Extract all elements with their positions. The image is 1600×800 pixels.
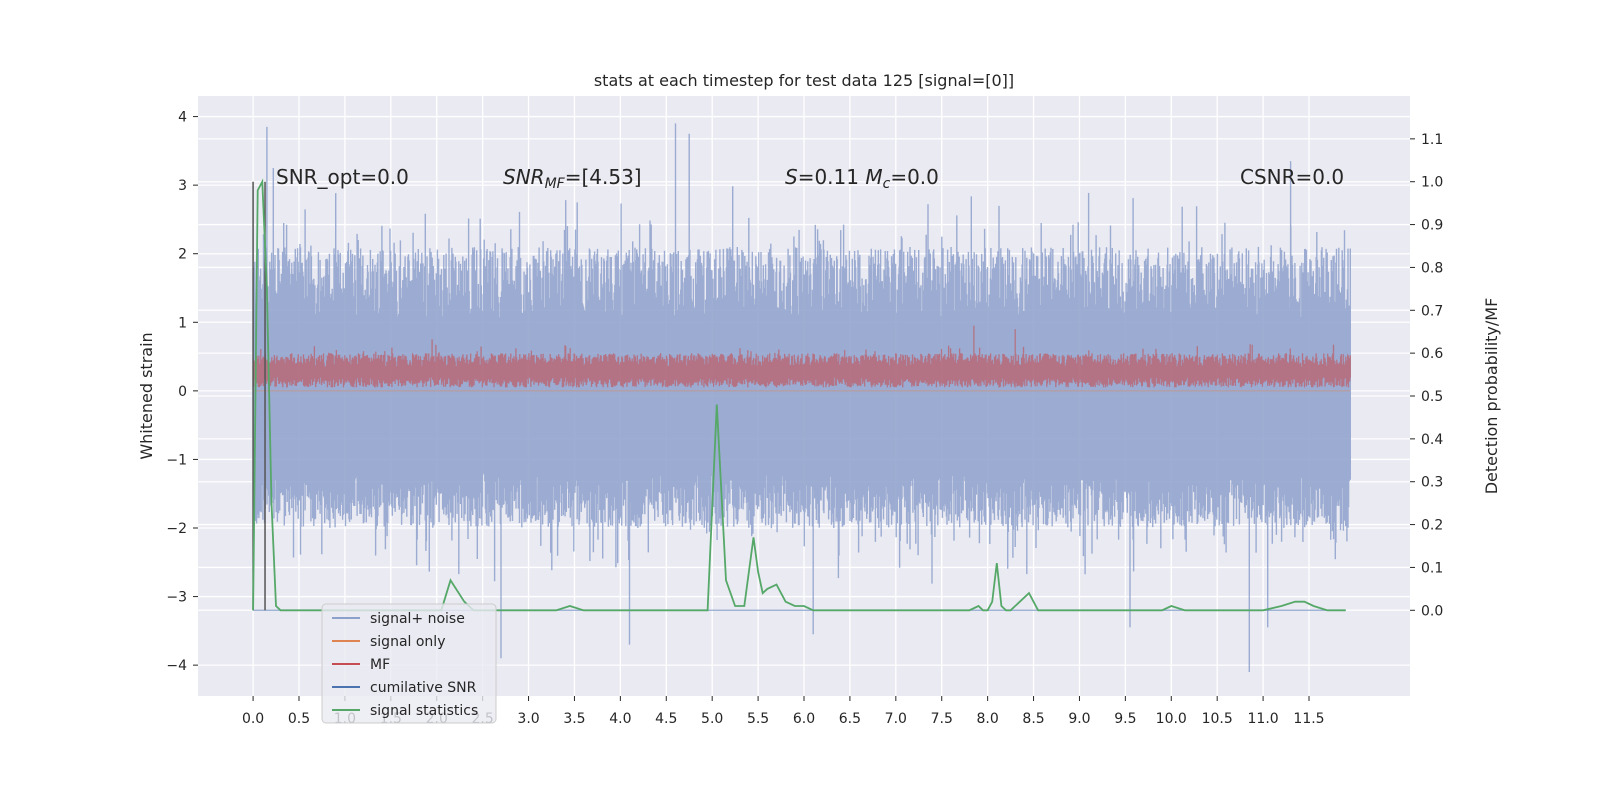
y-right-tick-label: 0.7	[1421, 303, 1443, 319]
annotation-segment: CSNR=0.0	[1240, 165, 1344, 189]
y-right-tick-label: 0.8	[1421, 260, 1443, 276]
y-left-tick-label: −3	[166, 590, 187, 606]
x-tick-label: 6.5	[839, 711, 861, 727]
y-left-tick-label: 1	[178, 315, 187, 331]
y-axis-left-label: Whitened strain	[137, 332, 156, 459]
y-axis-right-label: Detection probability/MF	[1482, 298, 1501, 495]
x-tick-label: 4.0	[609, 711, 631, 727]
annotation-segment: M	[865, 165, 882, 189]
x-tick-label: 3.0	[517, 711, 539, 727]
x-tick-label: 7.0	[885, 711, 907, 727]
legend-label: cumilative SNR	[370, 680, 477, 696]
x-tick-label: 8.0	[977, 711, 999, 727]
annotation-segment: MF	[545, 176, 566, 192]
annotation-text: S=0.11 Mc=0.0	[785, 165, 939, 192]
annotation-segment: c	[883, 176, 891, 192]
y-right-tick-label: 1.0	[1421, 175, 1443, 191]
annotation-text: SNR_opt=0.0	[276, 165, 409, 189]
x-tick-label: 5.0	[701, 711, 723, 727]
y-right-tick-label: 0.3	[1421, 475, 1443, 491]
x-tick-label: 6.0	[793, 711, 815, 727]
y-right-tick-label: 0.9	[1421, 218, 1443, 234]
x-tick-label: 5.5	[747, 711, 769, 727]
legend: signal+ noise signal only MF cumilative SNR…	[321, 603, 497, 724]
series-signal-statistics	[252, 178, 1346, 612]
y-axis-left: −4 −3 −2 −1 0 1 2 3 4	[166, 110, 198, 674]
chart-title: stats at each timestep for test data 125…	[594, 71, 1014, 90]
annotation-segment: =0.0	[890, 165, 939, 189]
x-tick-label: 4.5	[655, 711, 677, 727]
legend-label: signal only	[370, 634, 445, 650]
y-left-tick-label: −1	[166, 452, 187, 468]
x-tick-label: 0.0	[242, 711, 264, 727]
x-tick-label: 10.0	[1156, 711, 1187, 727]
annotation-segment: S	[785, 165, 798, 189]
annotation-segment: SNR	[503, 165, 545, 189]
y-right-tick-label: 0.1	[1421, 560, 1443, 576]
y-left-tick-label: −4	[166, 658, 187, 674]
legend-label: signal statistics	[370, 703, 478, 719]
y-left-tick-label: −2	[166, 521, 187, 537]
y-left-tick-label: 4	[178, 110, 187, 126]
legend-label: signal+ noise	[370, 611, 465, 627]
annotation-segment: =[4.53]	[565, 165, 642, 189]
y-right-tick-label: 0.4	[1421, 432, 1443, 448]
y-right-tick-label: 0.0	[1421, 603, 1443, 619]
y-right-tick-label: 0.6	[1421, 346, 1443, 362]
x-tick-label: 9.0	[1068, 711, 1090, 727]
y-left-tick-label: 3	[178, 178, 187, 194]
x-tick-label: 11.0	[1248, 711, 1279, 727]
x-tick-label: 11.5	[1293, 711, 1324, 727]
y-right-tick-label: 0.5	[1421, 389, 1443, 405]
x-tick-label: 9.5	[1114, 711, 1136, 727]
y-left-tick-label: 2	[178, 247, 187, 263]
x-tick-label: 8.5	[1022, 711, 1044, 727]
y-right-tick-label: 1.1	[1421, 132, 1443, 148]
x-tick-label: 7.5	[931, 711, 953, 727]
y-axis-right: 0.0 0.1 0.2 0.3 0.4 0.5 0.6 0.7 0.8 0.9 1.0 1.1	[1410, 132, 1443, 619]
annotation-segment: SNR_opt=0.0	[276, 165, 409, 189]
x-tick-label: 0.5	[288, 711, 310, 727]
annotation-text: SNRMF=[4.53]	[503, 165, 642, 192]
y-right-tick-label: 0.2	[1421, 518, 1443, 534]
annotations: SNR_opt=0.0 SNRMF=[4.53] S=0.11 Mc=0.0 CSNR…	[276, 165, 1344, 192]
x-tick-label: 3.5	[563, 711, 585, 727]
legend-box	[321, 603, 497, 724]
annotation-segment: =0.11	[798, 165, 866, 189]
y-left-tick-label: 0	[178, 384, 187, 400]
x-tick-label: 10.5	[1202, 711, 1233, 727]
annotation-text: CSNR=0.0	[1240, 165, 1344, 189]
legend-label: MF	[370, 657, 390, 673]
